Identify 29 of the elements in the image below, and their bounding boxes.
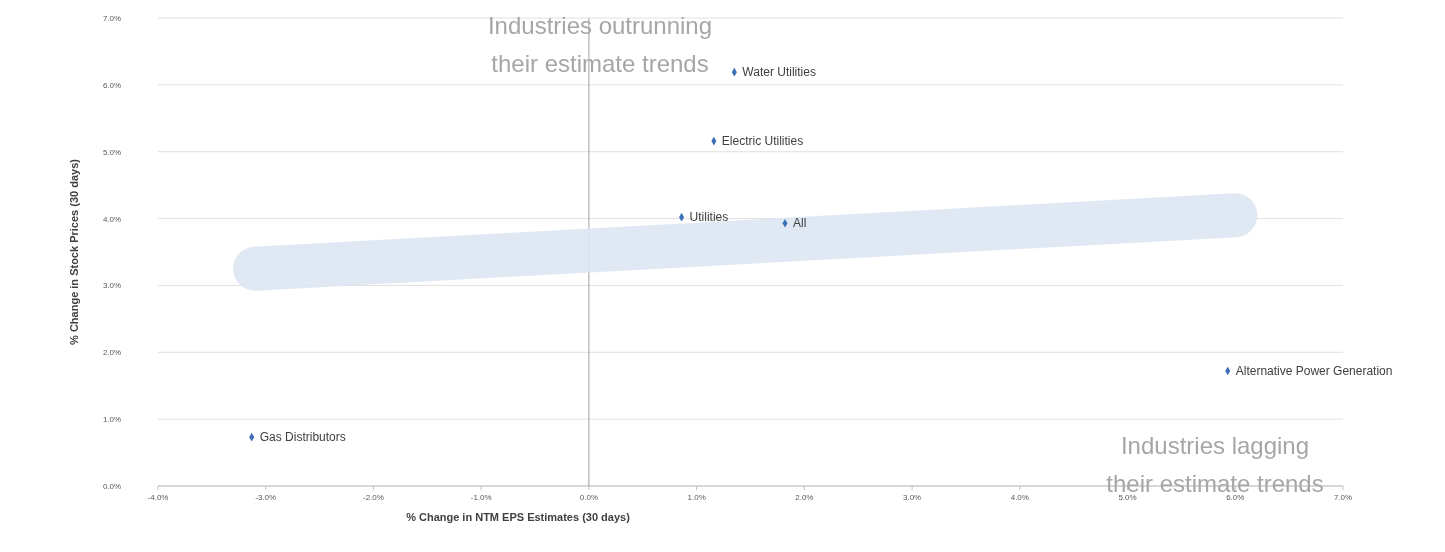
series-label: Gas Distributors <box>259 430 346 445</box>
x-tick-label: 4.0% <box>1010 493 1029 502</box>
y-tick-label: 5.0% <box>102 147 122 157</box>
x-tick-label: -2.0% <box>363 493 384 502</box>
y-tick-label: 1.0% <box>102 415 122 425</box>
x-axis-title: % Change in NTM EPS Estimates (30 days) <box>406 511 631 523</box>
x-tick-label: -4.0% <box>147 493 169 502</box>
x-tick-label: 6.0% <box>1226 493 1245 502</box>
x-tick-label: -3.0% <box>255 493 277 502</box>
series-label: Water Utilities <box>742 65 816 80</box>
series-label: Utilities <box>689 210 729 225</box>
x-tick-label: -1.0% <box>470 493 492 502</box>
y-axis-title: % Change in Stock Prices (30 days) <box>68 158 80 345</box>
y-tick-label: 3.0% <box>102 281 122 291</box>
series-label: Electric Utilities <box>721 134 804 149</box>
x-tick-label: 7.0% <box>1333 493 1353 502</box>
x-tick-label: 2.0% <box>795 493 814 502</box>
y-tick-label: 6.0% <box>102 80 122 90</box>
x-tick-label: 5.0% <box>1118 493 1137 502</box>
x-tick-label: 1.0% <box>687 493 706 502</box>
x-tick-label: 3.0% <box>902 493 922 502</box>
annotation: Industries outrunning their estimate trends <box>487 12 713 77</box>
series-label: All <box>792 216 807 231</box>
x-tick-label: 0.0% <box>579 493 599 502</box>
series-label: Alternative Power Generation <box>1235 364 1393 379</box>
y-tick-label: 0.0% <box>102 482 122 491</box>
y-tick-label: 2.0% <box>102 348 122 358</box>
y-tick-label: 4.0% <box>102 214 122 224</box>
y-tick-label: 7.0% <box>102 14 122 23</box>
